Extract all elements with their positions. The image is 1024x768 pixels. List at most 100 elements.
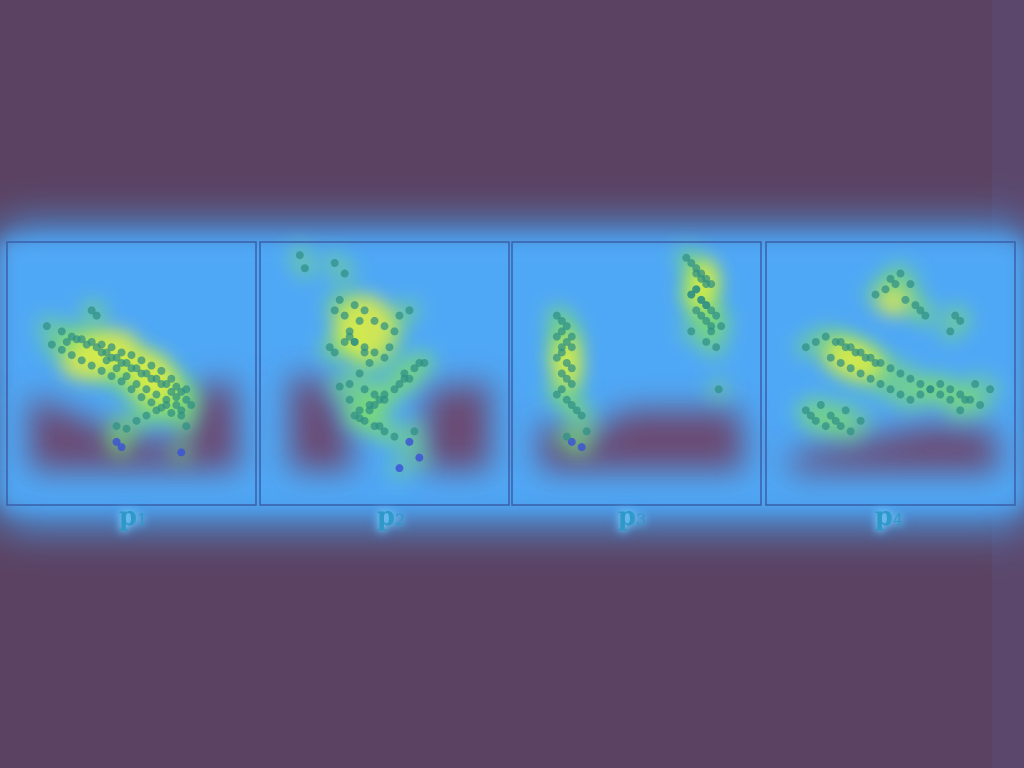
scatter-point (172, 382, 181, 391)
scatter-point (127, 351, 136, 360)
scatter-point (122, 424, 131, 433)
scatter-point (395, 311, 404, 320)
scatter-point (375, 422, 384, 431)
scatter-point (976, 401, 985, 410)
scatter-point (107, 353, 116, 362)
scatter-point (47, 340, 56, 349)
scatter-point (122, 372, 131, 381)
scatter-point (340, 311, 349, 320)
scatter-point (67, 351, 76, 360)
scatter-point (162, 395, 171, 404)
scatter-point (956, 390, 965, 399)
scatter-point (415, 358, 424, 367)
scatter-point (821, 332, 830, 341)
scatter-point (355, 369, 364, 378)
scatter-point (330, 259, 339, 268)
scatter-point (986, 385, 995, 394)
scatter-point (330, 306, 339, 315)
scatter-point (97, 348, 106, 357)
scatter-point (177, 448, 186, 457)
scatter-point (112, 364, 121, 373)
scatter-point (702, 337, 711, 346)
scatter-point (355, 406, 364, 415)
scatter-point (856, 369, 865, 378)
scatter-point (92, 311, 101, 320)
scatter-point (172, 401, 181, 410)
scatter-point (971, 380, 980, 389)
scatter-point (572, 406, 581, 415)
scatter-point (182, 385, 191, 394)
scatter-point (697, 295, 706, 304)
scatter-point (112, 437, 121, 446)
scatter-point (405, 306, 414, 315)
scatter-point (961, 395, 970, 404)
scatter-point (916, 306, 925, 315)
scatter-point (167, 374, 176, 383)
scatter-point (335, 382, 344, 391)
scatter-point (410, 364, 419, 373)
scatter-point (395, 380, 404, 389)
panel-frames (6, 241, 1016, 506)
scatter-point (714, 385, 723, 394)
scatter-point (836, 358, 845, 367)
scatter-point (360, 348, 369, 357)
scatter-point (112, 422, 121, 431)
scatter-point (157, 380, 166, 389)
scatter-point (702, 280, 711, 289)
scatter-points (42, 251, 995, 473)
scatter-point (77, 356, 86, 365)
scatter-point (557, 327, 566, 336)
scatter-point (57, 345, 66, 354)
scatter-point (360, 306, 369, 315)
scatter-point (295, 251, 304, 260)
scatter-point (562, 337, 571, 346)
scatter-point (557, 369, 566, 378)
scatter-point (375, 395, 384, 404)
scatter-point (712, 311, 721, 320)
scatter-point (936, 390, 945, 399)
scatter-point (886, 364, 895, 373)
scatter-point (886, 385, 895, 394)
scatter-point (117, 377, 126, 386)
scatter-point (147, 361, 156, 370)
panel-label-4: p4 (874, 502, 904, 532)
scatter-point (856, 348, 865, 357)
scatter-point (926, 385, 935, 394)
scatter-point (62, 337, 71, 346)
scatter-point (567, 401, 576, 410)
scatter-point (682, 253, 691, 262)
scatter-point (896, 269, 905, 278)
scatter-point (137, 369, 146, 378)
scatter-point (567, 332, 576, 341)
scatter-point (552, 311, 561, 320)
scatter-point (380, 427, 389, 436)
scatter-point (577, 443, 586, 452)
scatter-point (702, 316, 711, 325)
scatter-point (127, 385, 136, 394)
scatter-point (340, 269, 349, 278)
scatter-point (345, 395, 354, 404)
panel-label-2: p2 (376, 502, 406, 532)
scatter-point (866, 353, 875, 362)
scatter-point (577, 411, 586, 420)
scatter-point (330, 348, 339, 357)
scatter-point (345, 380, 354, 389)
scatter-point (557, 316, 566, 325)
scatter-point (410, 427, 419, 436)
scatter-point (355, 316, 364, 325)
scatter-point (415, 453, 424, 462)
scatter-point (871, 290, 880, 299)
scatter-point (92, 343, 101, 352)
scatter-point (152, 390, 161, 399)
scatter-point (567, 437, 576, 446)
scatter-point (370, 348, 379, 357)
scatter-point (946, 395, 955, 404)
scatter-point (300, 264, 309, 273)
scatter-point (360, 385, 369, 394)
scatter-point (142, 385, 151, 394)
scatter-point (846, 343, 855, 352)
scatter-point (157, 366, 166, 375)
scatter-point (380, 353, 389, 362)
scatter-point (127, 364, 136, 373)
